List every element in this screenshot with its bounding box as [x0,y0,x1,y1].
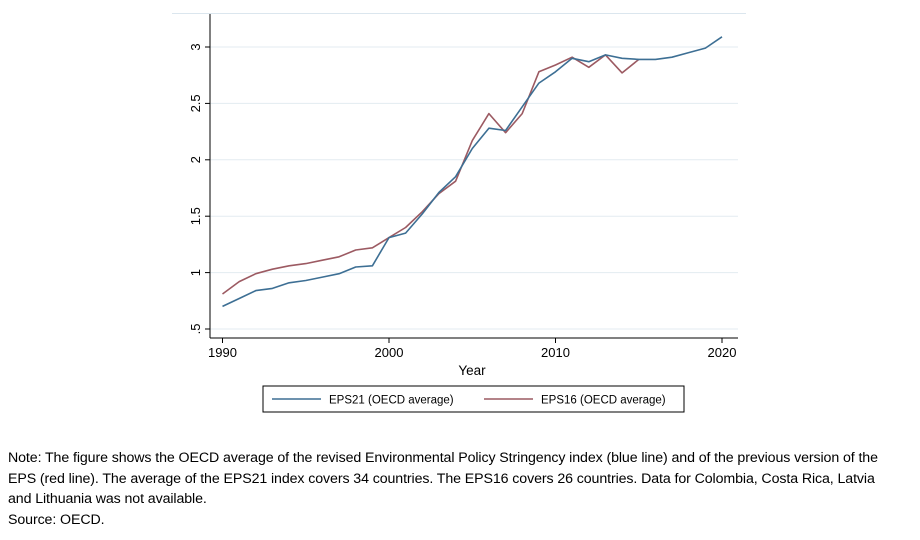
y-tick-label: .5 [188,324,203,335]
source-line: Source: OECD. [8,511,105,528]
x-tick-label: 2020 [708,345,737,360]
legend-label: EPS16 (OECD average) [541,395,666,407]
x-tick-label: 2000 [375,345,404,360]
note-line: and Lithuania was not available. [8,491,207,507]
y-tick-label: 2 [188,156,203,163]
x-tick-label: 1990 [208,345,237,360]
x-axis-label: Year [458,363,486,378]
legend-label: EPS21 (OECD average) [329,395,454,407]
note-line: EPS (red line). The average of the EPS21… [8,470,875,487]
figure-note: Note: The figure shows the OECD average … [8,448,914,530]
y-tick-label: 1 [188,269,203,276]
line-chart: .5 1 1.5 2 2.5 3 1990 2000 2010 2020 Year EPS21 (OE… [0,0,920,440]
note-line: Note: The figure shows the OECD average … [8,450,878,466]
y-tick-label: 1.5 [188,207,203,225]
x-tick-label: 2010 [541,345,570,360]
y-tick-label: 2.5 [188,94,203,112]
legend-box [262,385,685,413]
chart-background [0,0,920,440]
series-line-eps21 [222,36,723,308]
y-tick-label: 3 [188,43,203,50]
